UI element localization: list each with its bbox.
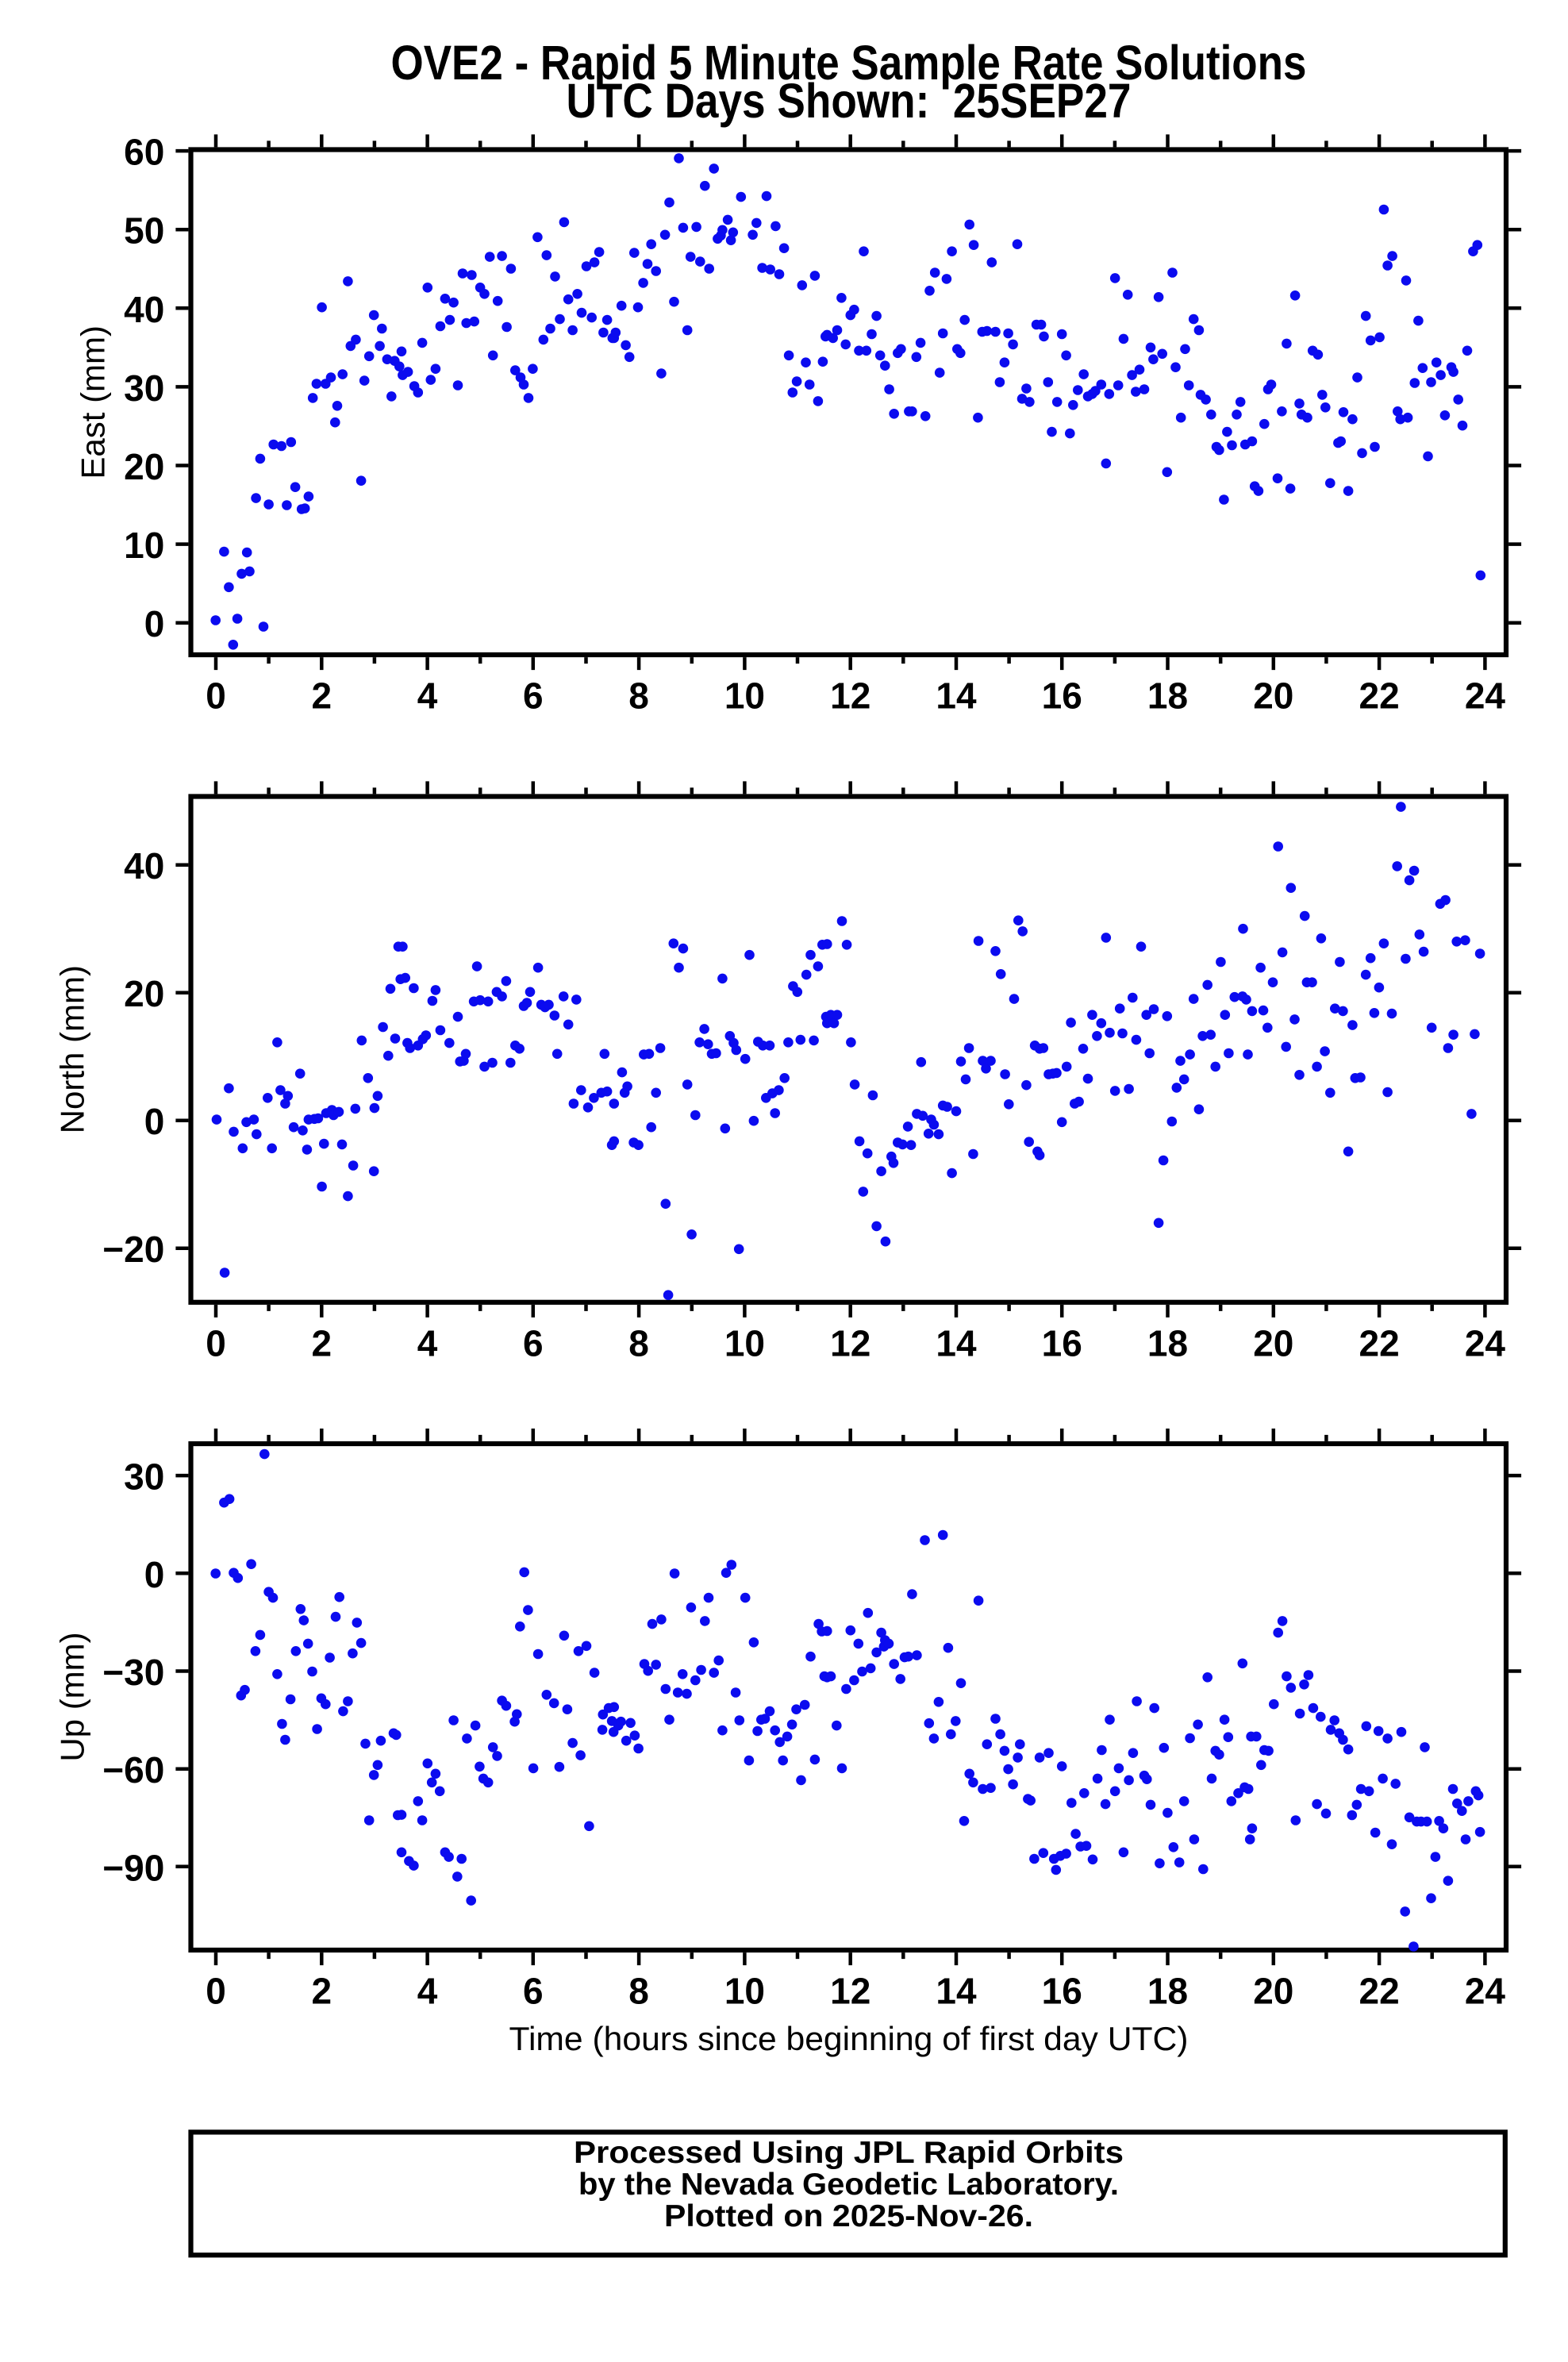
svg-text:0: 0 <box>144 1554 165 1595</box>
svg-text:2: 2 <box>312 1971 332 2012</box>
svg-text:12: 12 <box>830 1322 870 1364</box>
svg-text:16: 16 <box>1042 1322 1082 1364</box>
svg-text:30: 30 <box>124 367 164 409</box>
svg-text:0: 0 <box>206 675 226 717</box>
svg-text:10: 10 <box>724 675 765 717</box>
svg-text:18: 18 <box>1147 1322 1188 1364</box>
svg-text:18: 18 <box>1147 1971 1188 2012</box>
svg-text:16: 16 <box>1042 675 1082 717</box>
svg-text:16: 16 <box>1042 1971 1082 2012</box>
svg-text:−30: −30 <box>102 1652 164 1693</box>
svg-text:−60: −60 <box>102 1749 164 1791</box>
svg-text:North (mm): North (mm) <box>54 965 91 1133</box>
svg-text:24: 24 <box>1465 1322 1506 1364</box>
svg-text:22: 22 <box>1359 675 1400 717</box>
svg-text:60: 60 <box>124 132 164 173</box>
svg-text:40: 40 <box>124 845 164 887</box>
svg-text:Plotted on 2025-Nov-26.: Plotted on 2025-Nov-26. <box>664 2199 1033 2233</box>
svg-text:−20: −20 <box>102 1229 164 1270</box>
svg-text:0: 0 <box>144 603 165 644</box>
svg-text:8: 8 <box>628 1322 649 1364</box>
svg-text:by the Nevada Geodetic Laborat: by the Nevada Geodetic Laboratory. <box>578 2168 1119 2202</box>
svg-text:UTC Days Shown: 25SEP27: UTC Days Shown: 25SEP27 <box>567 74 1132 129</box>
svg-text:4: 4 <box>417 675 438 717</box>
svg-text:40: 40 <box>124 289 164 330</box>
svg-text:6: 6 <box>523 1322 544 1364</box>
svg-text:−90: −90 <box>102 1847 164 1888</box>
svg-text:Processed Using JPL Rapid Orbi: Processed Using JPL Rapid Orbits <box>574 2136 1124 2170</box>
svg-text:8: 8 <box>628 675 649 717</box>
svg-text:50: 50 <box>124 210 164 252</box>
svg-text:Time (hours since beginning of: Time (hours since beginning of first day… <box>509 2020 1189 2057</box>
svg-text:8: 8 <box>628 1971 649 2012</box>
svg-text:20: 20 <box>124 973 164 1014</box>
svg-text:2: 2 <box>312 675 332 717</box>
svg-text:OVE2 - Rapid 5 Minute Sample R: OVE2 - Rapid 5 Minute Sample Rate Soluti… <box>391 36 1307 90</box>
svg-text:22: 22 <box>1359 1322 1400 1364</box>
svg-text:14: 14 <box>936 1322 977 1364</box>
svg-text:10: 10 <box>724 1322 765 1364</box>
svg-text:14: 14 <box>936 1971 977 2012</box>
svg-text:0: 0 <box>206 1971 226 2012</box>
svg-text:Up (mm): Up (mm) <box>54 1632 91 1761</box>
svg-text:4: 4 <box>417 1971 438 2012</box>
svg-text:10: 10 <box>724 1971 765 2012</box>
svg-text:20: 20 <box>1253 675 1293 717</box>
svg-text:20: 20 <box>1253 1971 1293 2012</box>
svg-text:20: 20 <box>1253 1322 1293 1364</box>
svg-text:20: 20 <box>124 446 164 487</box>
svg-text:12: 12 <box>830 675 870 717</box>
svg-text:24: 24 <box>1465 675 1506 717</box>
svg-text:14: 14 <box>936 675 977 717</box>
svg-text:0: 0 <box>206 1322 226 1364</box>
svg-text:2: 2 <box>312 1322 332 1364</box>
svg-text:East (mm): East (mm) <box>75 325 112 479</box>
svg-text:30: 30 <box>124 1456 164 1498</box>
svg-text:4: 4 <box>417 1322 438 1364</box>
svg-text:18: 18 <box>1147 675 1188 717</box>
svg-text:0: 0 <box>144 1101 165 1142</box>
svg-text:6: 6 <box>523 675 544 717</box>
svg-text:12: 12 <box>830 1971 870 2012</box>
svg-text:24: 24 <box>1465 1971 1506 2012</box>
svg-text:6: 6 <box>523 1971 544 2012</box>
svg-text:22: 22 <box>1359 1971 1400 2012</box>
svg-text:10: 10 <box>124 525 164 566</box>
